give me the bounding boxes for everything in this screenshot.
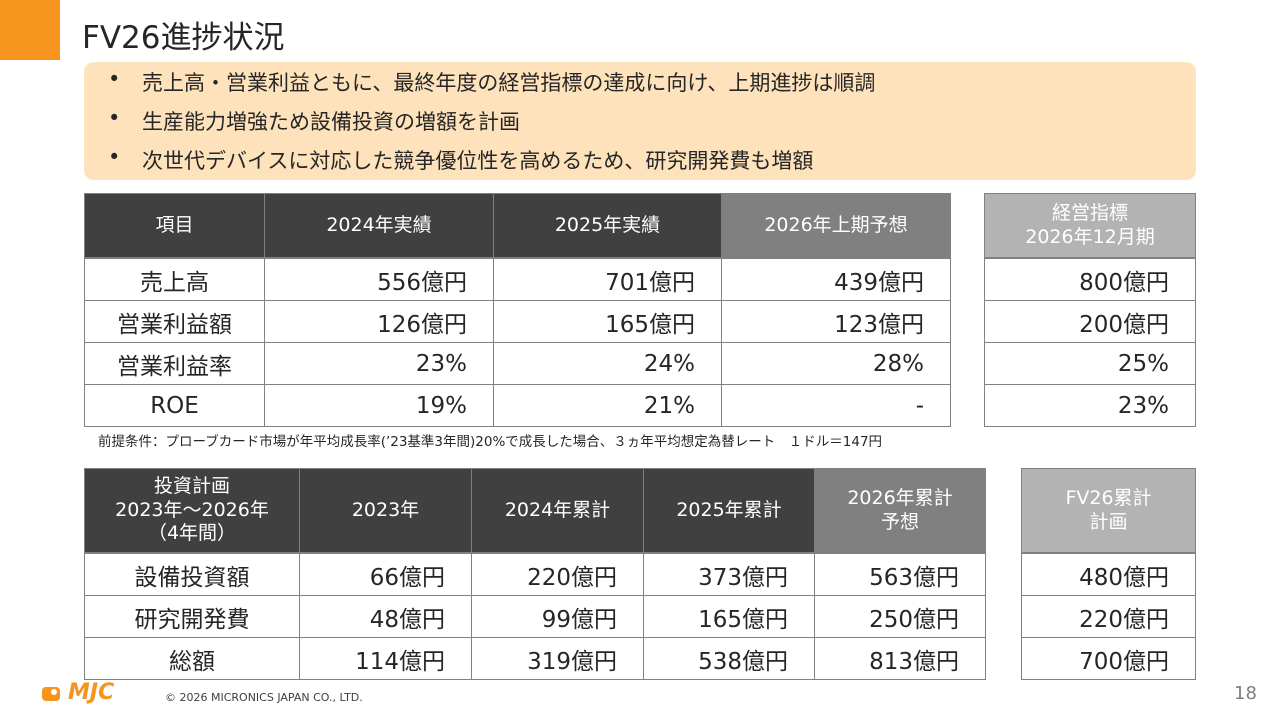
logo-text: MJC (68, 680, 115, 705)
corner-square (0, 0, 60, 60)
bullet-text: 次世代デバイスに対応した競争優位性を高めるため、研究開発費も増額 (142, 149, 814, 173)
table-cell: 123億円 (721, 300, 951, 343)
table-cell: 総額 (84, 637, 300, 680)
table-cell: 556億円 (264, 258, 494, 301)
header-cell: 2025年実績 (493, 193, 722, 258)
table-cell: 114億円 (299, 637, 472, 680)
header-cell: 2026年上期予想 (721, 193, 951, 258)
page-number: 18 (1234, 683, 1257, 704)
table-cell: 23% (984, 384, 1196, 427)
table-cell: 480億円 (1021, 553, 1196, 596)
table-cell: 220億円 (1021, 595, 1196, 638)
table-cell: 813億円 (814, 637, 986, 680)
note: 前提条件：プローブカード市場が年平均成長率(’23基準3年間)20%で成長した場… (98, 434, 883, 450)
table-cell: 319億円 (471, 637, 644, 680)
table-cell: 営業利益額 (84, 300, 265, 343)
header-cell: 項目 (84, 193, 265, 258)
table-cell: 126億円 (264, 300, 494, 343)
table-cell: 25% (984, 342, 1196, 385)
table-cell: 439億円 (721, 258, 951, 301)
logo: MJC (42, 680, 114, 705)
bullet-text: 売上高・営業利益ともに、最終年度の経営指標の達成に向け、上期進捗は順調 (142, 71, 876, 95)
table-cell: 165億円 (643, 595, 815, 638)
table-cell: 200億円 (984, 300, 1196, 343)
table-cell: 800億円 (984, 258, 1196, 301)
table-cell: 23% (264, 342, 494, 385)
table-cell: 373億円 (643, 553, 815, 596)
slide-title: FV26進捗状況 (82, 20, 285, 56)
bullet: 生産能力増強ため設備投資の増額を計画 (108, 106, 520, 136)
table-cell: 538億円 (643, 637, 815, 680)
bullet: 次世代デバイスに対応した競争優位性を高めるため、研究開発費も増額 (108, 145, 814, 175)
table-cell: 売上高 (84, 258, 265, 301)
table-cell: 66億円 (299, 553, 472, 596)
header-cell: FV26累計 計画 (1021, 468, 1196, 553)
table-cell: 563億円 (814, 553, 986, 596)
table-cell: 21% (493, 384, 722, 427)
header-cell: 2025年累計 (643, 468, 815, 553)
table-cell: 99億円 (471, 595, 644, 638)
header-cell: 2024年累計 (471, 468, 644, 553)
logo-icon (42, 686, 60, 701)
table-cell: 24% (493, 342, 722, 385)
table-cell: - (721, 384, 951, 427)
header-cell: 経営指標 2026年12月期 (984, 193, 1196, 258)
header-cell: 2024年実績 (264, 193, 494, 258)
copyright: © 2026 MICRONICS JAPAN CO., LTD. (165, 691, 363, 704)
header-cell: 2026年累計 予想 (814, 468, 986, 553)
table-cell: 48億円 (299, 595, 472, 638)
bullet-text: 生産能力増強ため設備投資の増額を計画 (142, 110, 520, 134)
header-cell: 投資計画 2023年～2026年 （4年間） (84, 468, 300, 553)
table-cell: 250億円 (814, 595, 986, 638)
bullet: 売上高・営業利益ともに、最終年度の経営指標の達成に向け、上期進捗は順調 (108, 67, 876, 97)
table-cell: 研究開発費 (84, 595, 300, 638)
table-cell: 165億円 (493, 300, 722, 343)
table-cell: ROE (84, 384, 265, 427)
table-cell: 701億円 (493, 258, 722, 301)
table-cell: 700億円 (1021, 637, 1196, 680)
table-cell: 220億円 (471, 553, 644, 596)
table-cell: 営業利益率 (84, 342, 265, 385)
table-cell: 設備投資額 (84, 553, 300, 596)
table-cell: 28% (721, 342, 951, 385)
table-cell: 19% (264, 384, 494, 427)
header-cell: 2023年 (299, 468, 472, 553)
